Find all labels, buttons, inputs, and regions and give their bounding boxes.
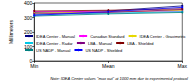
svg-text:Millimeters: Millimeters — [8, 20, 14, 44]
svg-text:IDEA Center - Manual: IDEA Center - Manual — [36, 34, 75, 39]
svg-text:Min: Min — [30, 63, 38, 69]
svg-text:Max: Max — [178, 63, 188, 69]
svg-text:Mean: Mean — [102, 63, 115, 69]
svg-text:US NADP - Shielded: US NADP - Shielded — [85, 48, 122, 53]
svg-text:200: 200 — [24, 29, 33, 35]
svg-text:Canadian Standard: Canadian Standard — [90, 34, 124, 39]
svg-text:US NADP - Manual: US NADP - Manual — [36, 48, 70, 53]
svg-text:100: 100 — [24, 44, 33, 50]
svg-text:0: 0 — [29, 58, 33, 64]
svg-text:LBA - Manual: LBA - Manual — [88, 41, 112, 46]
svg-text:IDEA Center - Gravimetric: IDEA Center - Gravimetric — [140, 34, 186, 39]
svg-text:IDEA Center - Radar: IDEA Center - Radar — [36, 41, 73, 46]
svg-text:400: 400 — [24, 0, 33, 6]
svg-text:LBA - Shielded: LBA - Shielded — [127, 41, 153, 46]
svg-text:Note: IDEA Center values "max: Note: IDEA Center values "max out" at 10… — [50, 76, 188, 81]
svg-text:300: 300 — [24, 15, 33, 21]
